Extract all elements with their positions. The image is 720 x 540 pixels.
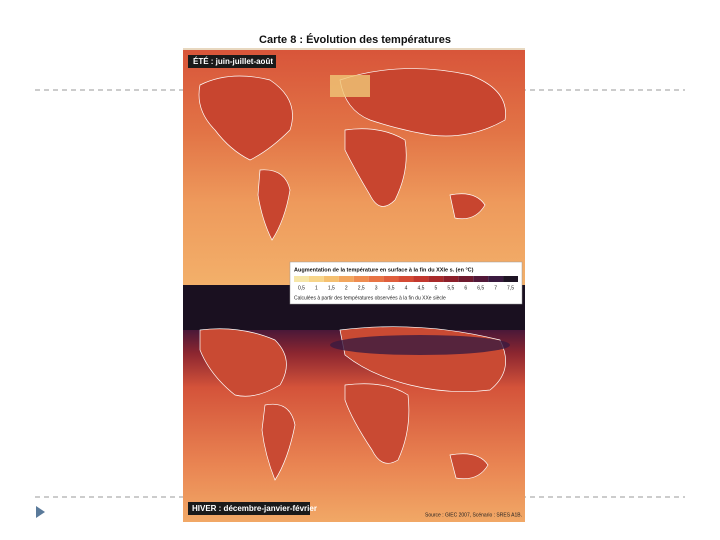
legend-tick: 5,5 — [447, 285, 454, 291]
legend-tick: 7 — [494, 285, 497, 291]
legend-swatch — [443, 276, 459, 282]
legend-swatch — [488, 276, 504, 282]
summer-continents — [198, 68, 506, 241]
summer-highlight — [330, 75, 370, 97]
legend-swatch — [323, 276, 339, 282]
legend-swatch — [308, 276, 324, 282]
legend-swatch — [353, 276, 369, 282]
map-label: ÉTÉ : juin-juillet-août — [193, 57, 273, 66]
legend-scale: 0,5 1 1,5 2 2,5 3 3,5 4 4,5 5 5,5 6 6,5 7 7,5 — [294, 276, 518, 291]
legend-swatch — [458, 276, 474, 282]
legend-tick: 5 — [434, 285, 437, 291]
legend-swatch — [294, 276, 309, 282]
legend-swatch — [503, 276, 518, 282]
legend-tick: 1,5 — [328, 285, 335, 291]
legend-box — [289, 261, 523, 305]
legend-swatch — [398, 276, 414, 282]
map-label-box — [188, 502, 310, 515]
bullet — [36, 506, 45, 518]
legend-swatch — [428, 276, 444, 282]
legend-swatch — [473, 276, 489, 282]
legend-tick: 3 — [375, 285, 378, 291]
legend-tick: 2 — [345, 285, 348, 291]
legend-title: Augmentation de la température en surfac… — [294, 267, 474, 273]
legend-tick: 6,5 — [477, 285, 484, 291]
legend-tick: 4,5 — [417, 285, 424, 291]
source: Source : GIEC 2007, Scénario : SRES A1B. — [425, 512, 522, 518]
legend-tick: 1 — [315, 285, 318, 291]
legend-swatch — [368, 276, 384, 282]
winter-highlight — [330, 335, 510, 355]
legend-tick: 3,5 — [388, 285, 395, 291]
legend-tick: 2,5 — [358, 285, 365, 291]
title: Carte 8 : Évolution des températures — [259, 33, 451, 46]
map-label-box — [188, 55, 276, 68]
legend-note: Calculées à partir des températures obse… — [294, 295, 446, 301]
legend-tick: 6 — [464, 285, 467, 291]
legend-swatch — [413, 276, 429, 282]
legend-tick: 4 — [405, 285, 408, 291]
map-label: HIVER : décembre-janvier-février — [192, 504, 317, 513]
legend-swatch — [338, 276, 354, 282]
legend-tick: 0,5 — [298, 285, 305, 291]
legend-tick: 7,5 — [507, 285, 514, 291]
legend-swatch — [383, 276, 399, 282]
